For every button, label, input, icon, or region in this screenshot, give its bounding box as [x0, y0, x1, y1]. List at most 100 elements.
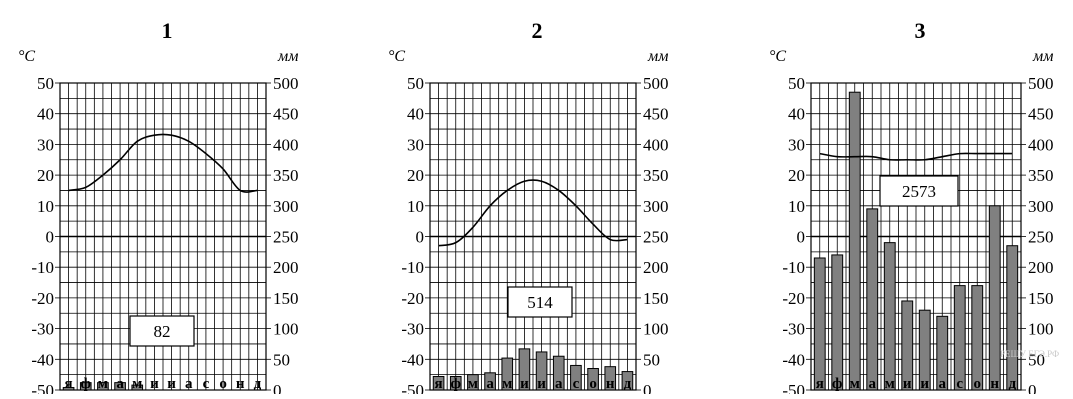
left-tick-label: 50: [37, 74, 54, 93]
left-tick-label: 0: [416, 228, 425, 247]
month-label-11: н: [606, 376, 615, 392]
left-tick-label: -10: [31, 258, 54, 277]
month-label-5: м: [502, 376, 512, 392]
right-tick-label: 0: [643, 381, 652, 394]
right-tick-label: 250: [1028, 228, 1054, 247]
right-tick-label: 150: [273, 289, 299, 308]
right-tick-label: 300: [643, 197, 669, 216]
month-label-3: м: [468, 376, 478, 392]
right-tick-label: 100: [643, 320, 669, 339]
precip-bar-2: [831, 254, 844, 391]
right-tick-label: 150: [1028, 289, 1054, 308]
total-precip-value: 514: [527, 293, 553, 312]
total-precip-box: [879, 175, 959, 207]
temp-unit-label: °C: [18, 48, 35, 65]
chart-title: 3: [915, 18, 926, 43]
month-label-1: я: [435, 376, 443, 392]
precip-bar-5: [131, 384, 144, 391]
left-tick-label: -40: [401, 350, 424, 369]
temperature-line: [819, 152, 1013, 161]
precip-bar-6: [518, 348, 531, 391]
month-label-1: я: [65, 376, 73, 392]
left-tick-label: 40: [788, 105, 805, 124]
left-tick-label: 20: [788, 166, 805, 185]
month-label-12: д: [254, 376, 262, 392]
precip-bar-4: [866, 208, 879, 391]
right-tick-label: 250: [643, 228, 669, 247]
precip-bar-7: [535, 351, 548, 391]
left-tick-label: -40: [31, 350, 54, 369]
precip-bar-10: [971, 285, 984, 391]
month-label-10: о: [589, 376, 597, 392]
temperature-line: [68, 133, 258, 193]
month-label-4: а: [869, 376, 877, 392]
right-tick-label: 150: [643, 289, 669, 308]
precip-bar-8: [552, 355, 565, 391]
temp-unit-label: °C: [388, 48, 405, 65]
left-tick-label: 0: [46, 228, 55, 247]
precip-unit-label: мм: [647, 48, 668, 65]
precip-bar-1: [813, 257, 826, 391]
month-label-2: ф: [451, 376, 461, 392]
month-label-12: д: [624, 376, 632, 392]
precip-bar-5: [501, 357, 514, 391]
left-tick-label: -50: [401, 381, 424, 394]
right-tick-label: 450: [643, 105, 669, 124]
month-label-6: и: [520, 376, 529, 392]
right-tick-label: 500: [643, 74, 669, 93]
month-label-2: ф: [81, 376, 91, 392]
temperature-line: [438, 179, 628, 247]
left-tick-label: -20: [401, 289, 424, 308]
left-tick-label: 0: [797, 228, 806, 247]
left-tick-label: -10: [782, 258, 805, 277]
right-tick-label: 300: [273, 197, 299, 216]
month-label-7: и: [537, 376, 546, 392]
month-label-3: м: [850, 376, 860, 392]
left-tick-label: -30: [401, 320, 424, 339]
precip-bar-3: [467, 374, 479, 391]
month-label-8: а: [555, 376, 563, 392]
month-label-11: н: [236, 376, 245, 392]
precip-bar-4: [114, 382, 126, 391]
month-label-4: а: [116, 376, 124, 392]
precip-bar-11: [604, 366, 617, 391]
precip-bar-2: [449, 375, 462, 391]
chart-panel-1: 50403020100-10-20-30-40-5050045040035030…: [18, 18, 299, 399]
month-label-1: я: [816, 376, 824, 392]
right-tick-label: 400: [643, 135, 669, 154]
precip-bar-9: [570, 364, 582, 391]
left-tick-label: 20: [37, 166, 54, 185]
right-tick-label: 400: [1028, 135, 1054, 154]
month-label-11: н: [990, 376, 999, 392]
precip-bar-12: [1006, 245, 1019, 391]
precip-bar-1: [432, 375, 445, 391]
precip-bar-11: [988, 205, 1001, 391]
right-tick-label: 350: [1028, 166, 1054, 185]
total-precip-box: [129, 315, 195, 347]
month-label-5: м: [132, 376, 142, 392]
left-tick-label: -10: [401, 258, 424, 277]
right-tick-label: 350: [643, 166, 669, 185]
left-tick-label: -20: [31, 289, 54, 308]
left-tick-label: 40: [407, 105, 424, 124]
precip-bar-6: [901, 300, 914, 391]
precip-bar-3: [848, 91, 861, 391]
chart-title: 1: [162, 18, 173, 43]
precip-bar-8: [936, 315, 949, 391]
month-label-6: и: [150, 376, 159, 392]
right-tick-label: 50: [643, 350, 660, 369]
month-label-10: о: [974, 376, 982, 392]
chart-panel-2: 50403020100-10-20-30-40-5050045040035030…: [388, 18, 669, 399]
right-tick-label: 450: [273, 105, 299, 124]
left-tick-label: 30: [37, 135, 54, 154]
right-tick-label: 100: [1028, 320, 1054, 339]
left-tick-label: 10: [788, 197, 805, 216]
left-tick-label: -40: [782, 350, 805, 369]
right-tick-label: 0: [273, 381, 282, 394]
left-tick-label: 40: [37, 105, 54, 124]
left-tick-label: 10: [407, 197, 424, 216]
left-tick-label: -30: [782, 320, 805, 339]
temp-unit-label: °C: [769, 48, 786, 65]
month-label-4: а: [486, 376, 494, 392]
